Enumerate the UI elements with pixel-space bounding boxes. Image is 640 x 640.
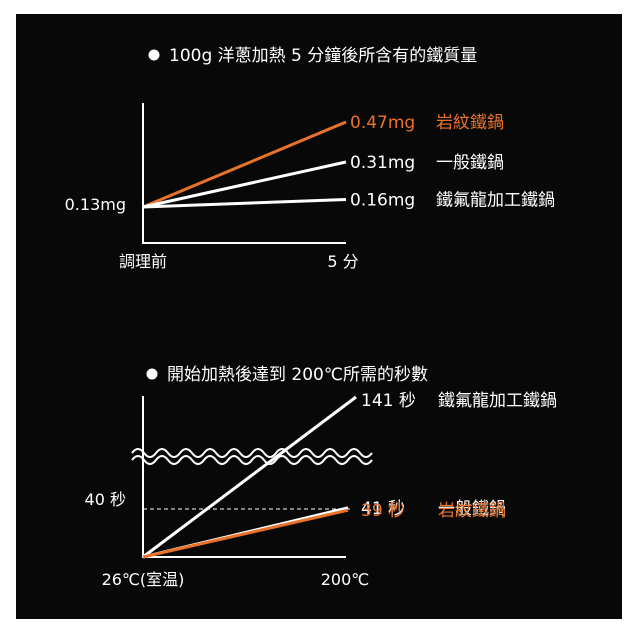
chart-1: 100g 洋蔥加熱 5 分鐘後所含有的鐵質量 0.13mg 0.47mg 岩紋鐵… — [65, 46, 555, 271]
chart-2-title: 開始加熱後達到 200℃所需的秒數 — [167, 365, 428, 385]
chart-2-x-tick-start: 26℃(室温) — [102, 570, 185, 589]
chart-1-x-tick-end: 5 分 — [327, 252, 358, 271]
chart-1-series-label: 岩紋鐵鍋 — [436, 113, 504, 133]
chart-2-line-teflon-pan — [142, 395, 357, 559]
chart-1-line-rock-pan — [142, 120, 347, 209]
chart-2-series-label: 一般鐵鍋 — [438, 499, 506, 519]
infographic-svg: 100g 洋蔥加熱 5 分鐘後所含有的鐵質量 0.13mg 0.47mg 岩紋鐵… — [65, 46, 557, 589]
chart-2-line-rock-pan — [142, 508, 349, 559]
chart-1-start-label: 0.13mg — [65, 195, 126, 214]
chart-2-axis-break-wave — [131, 448, 373, 458]
chart-2-value-label: 39 秒 — [361, 501, 405, 521]
chart-2-value-label: 141 秒 — [361, 391, 416, 411]
chart-1-x-tick-start: 調理前 — [119, 252, 167, 271]
chart-1-title-bullet — [148, 49, 160, 61]
chart-1-line-regular-pan — [142, 160, 347, 209]
chart-1-value-label: 0.47mg — [350, 113, 415, 133]
chart-2-x-tick-end: 200℃ — [321, 570, 370, 589]
chart-canvas: 100g 洋蔥加熱 5 分鐘後所含有的鐵質量 0.13mg 0.47mg 岩紋鐵… — [16, 14, 622, 619]
chart-1-line-teflon-pan — [142, 198, 347, 209]
chart-2-value-label: 41 秒 — [361, 499, 405, 519]
chart-2-series-label: 岩紋鐵鍋 — [438, 501, 506, 521]
chart-2-axis-break-wave — [131, 455, 373, 465]
chart-2-series-label: 鐵氟龍加工鐵鍋 — [438, 391, 557, 411]
chart-1-value-label: 0.31mg — [350, 153, 415, 173]
chart-1-title: 100g 洋蔥加熱 5 分鐘後所含有的鐵質量 — [169, 46, 477, 66]
chart-1-value-label: 0.16mg — [350, 191, 415, 211]
chart-2-title-bullet — [146, 368, 158, 380]
chart-1-series-label: 鐵氟龍加工鐵鍋 — [436, 191, 555, 211]
chart-2-reference-label: 40 秒 — [85, 490, 126, 509]
chart-1-series-label: 一般鐵鍋 — [436, 153, 504, 173]
chart-2: 開始加熱後達到 200℃所需的秒數 40 秒 141 秒 鐵氟龍加工鐵鍋 41 … — [85, 365, 557, 589]
